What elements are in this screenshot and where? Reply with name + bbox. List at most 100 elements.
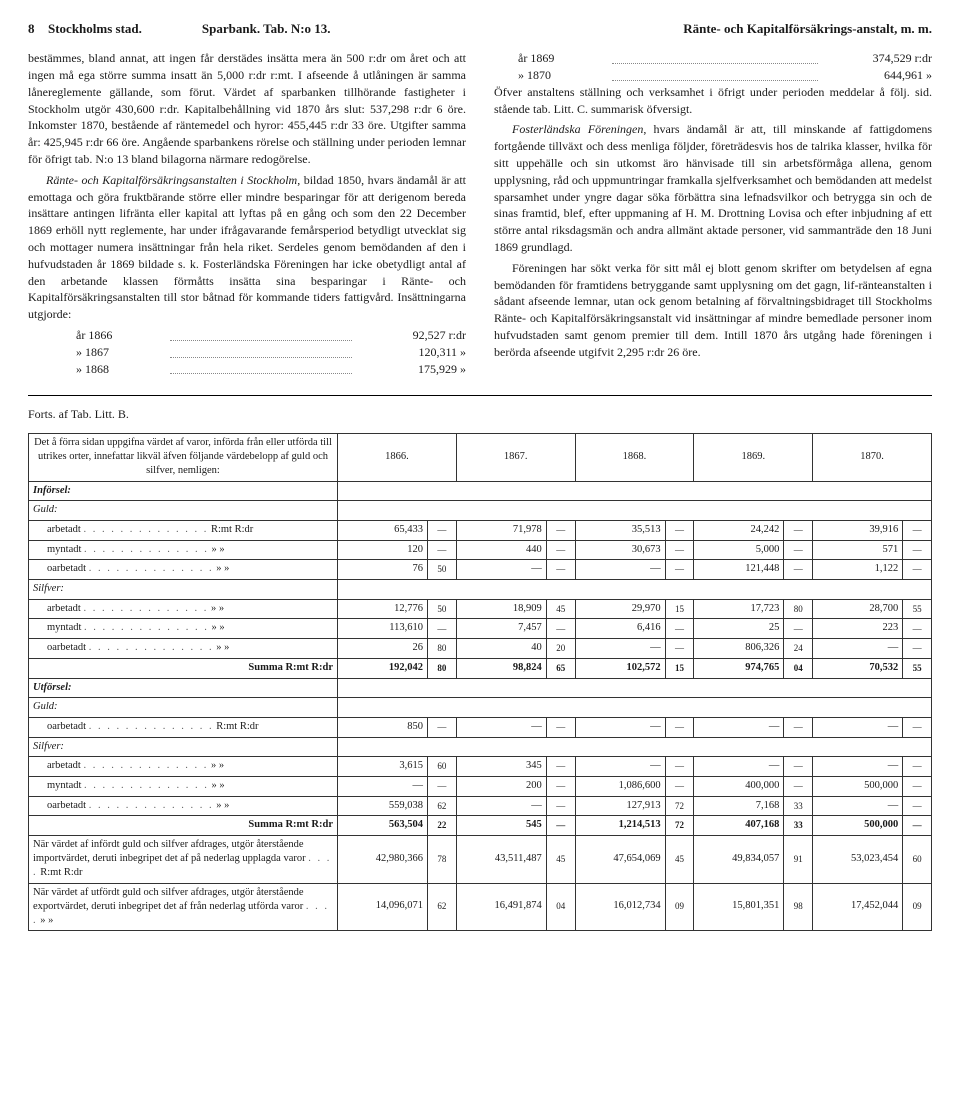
cell-main: — bbox=[813, 717, 903, 737]
body-columns: bestämmes, bland annat, att ingen får de… bbox=[28, 50, 932, 377]
cell-main: 6,416 bbox=[575, 619, 665, 639]
cell-main: 26 bbox=[338, 639, 428, 659]
year-row: år 1869374,529 r:dr bbox=[518, 50, 932, 67]
cell-sub: 72 bbox=[665, 816, 694, 836]
cell-sub: — bbox=[784, 560, 813, 580]
cell-main: — bbox=[813, 757, 903, 777]
cell-main: 571 bbox=[813, 540, 903, 560]
cell-sub: — bbox=[903, 521, 932, 541]
year-row: år 186692,527 r:dr bbox=[76, 327, 466, 344]
cell-sub: — bbox=[546, 521, 575, 541]
cell-sub: — bbox=[903, 717, 932, 737]
cell-main: 400,000 bbox=[694, 776, 784, 796]
table-head: Det å förra sidan uppgifna värdet af var… bbox=[29, 434, 932, 482]
row-label: arbetadt . . . . . . . . . . . . . . R:m… bbox=[29, 521, 338, 541]
year-label: » 1870 bbox=[518, 67, 608, 84]
year-row: » 1867120,311 » bbox=[76, 344, 466, 361]
right-p3: Föreningen har sökt verka för sitt mål e… bbox=[494, 260, 932, 361]
cell-sub: 78 bbox=[428, 836, 457, 884]
cell-sub: 15 bbox=[665, 658, 694, 678]
cell-main: 42,980,366 bbox=[338, 836, 428, 884]
cell-main: 200 bbox=[456, 776, 546, 796]
cell-main: 30,673 bbox=[575, 540, 665, 560]
cell-sub: — bbox=[665, 540, 694, 560]
cell-main: 39,916 bbox=[813, 521, 903, 541]
right-column: år 1869374,529 r:dr» 1870644,961 » Öfver… bbox=[494, 50, 932, 377]
cell-main: 17,723 bbox=[694, 599, 784, 619]
cell-sub: 20 bbox=[546, 639, 575, 659]
cell-sub: — bbox=[546, 776, 575, 796]
cell-sub: — bbox=[546, 560, 575, 580]
th-1868: 1868. bbox=[575, 434, 694, 482]
cell-main: — bbox=[813, 639, 903, 659]
cell-sub: 55 bbox=[903, 599, 932, 619]
cell-sub: 80 bbox=[428, 639, 457, 659]
cell-sub: 09 bbox=[665, 883, 694, 931]
row-label: oarbetadt . . . . . . . . . . . . . . R:… bbox=[29, 717, 338, 737]
cell-sub: — bbox=[665, 717, 694, 737]
right-year-list: år 1869374,529 r:dr» 1870 644,961 » bbox=[518, 50, 932, 84]
cell-main: 18,909 bbox=[456, 599, 546, 619]
table-continuation-label: Forts. af Tab. Litt. B. bbox=[28, 406, 932, 423]
cell-main: 40 bbox=[456, 639, 546, 659]
row-label: oarbetadt . . . . . . . . . . . . . . » … bbox=[29, 639, 338, 659]
cell-main: 1,086,600 bbox=[575, 776, 665, 796]
cell-main: 5,000 bbox=[694, 540, 784, 560]
cell-main: 3,615 bbox=[338, 757, 428, 777]
th-1867: 1867. bbox=[456, 434, 575, 482]
cell-main: 76 bbox=[338, 560, 428, 580]
row-label: myntadt . . . . . . . . . . . . . . » » bbox=[29, 540, 338, 560]
cell-main: 14,096,071 bbox=[338, 883, 428, 931]
cell-main: 545 bbox=[456, 816, 546, 836]
cell-sub: 09 bbox=[903, 883, 932, 931]
cell-main: 563,504 bbox=[338, 816, 428, 836]
year-value: 374,529 r:dr bbox=[822, 50, 932, 67]
cell-sub: — bbox=[903, 560, 932, 580]
row-label: myntadt . . . . . . . . . . . . . . » » bbox=[29, 776, 338, 796]
cell-sub: — bbox=[903, 540, 932, 560]
left-p2: Ränte- och Kapitalförsäkringsanstalten i… bbox=[28, 172, 466, 323]
cell-main: 49,834,057 bbox=[694, 836, 784, 884]
cell-main: 102,572 bbox=[575, 658, 665, 678]
cell-sub: 80 bbox=[428, 658, 457, 678]
th-1869: 1869. bbox=[694, 434, 813, 482]
separator bbox=[28, 395, 932, 396]
year-label: år 1866 bbox=[76, 327, 166, 344]
cell-sub: 22 bbox=[428, 816, 457, 836]
cell-sub: — bbox=[546, 816, 575, 836]
year-row: » 1868175,929 » bbox=[76, 361, 466, 378]
cell-main: 1,122 bbox=[813, 560, 903, 580]
cell-sub: — bbox=[428, 717, 457, 737]
right-p2-emph: Fosterländska Föreningen bbox=[512, 122, 643, 136]
cell-main: — bbox=[694, 717, 784, 737]
forts-text: Forts. af Tab. Litt. B. bbox=[28, 407, 129, 421]
cell-sub: 72 bbox=[665, 796, 694, 816]
year-value: 644,961 » bbox=[822, 67, 932, 84]
cell-main: 16,012,734 bbox=[575, 883, 665, 931]
data-table: Det å förra sidan uppgifna värdet af var… bbox=[28, 433, 932, 931]
cell-sub: 60 bbox=[903, 836, 932, 884]
cell-sub: — bbox=[546, 717, 575, 737]
year-label: » 1867 bbox=[76, 344, 166, 361]
left-p2-body: , bildad 1850, hvars ändamål är att emot… bbox=[28, 173, 466, 321]
cell-main: 500,000 bbox=[813, 776, 903, 796]
cell-sub: — bbox=[665, 521, 694, 541]
header-center: Sparbank. Tab. N:o 13. bbox=[142, 20, 683, 38]
cell-main: 223 bbox=[813, 619, 903, 639]
cell-main: 850 bbox=[338, 717, 428, 737]
cell-sub: 62 bbox=[428, 883, 457, 931]
cell-main: — bbox=[813, 796, 903, 816]
cell-main: — bbox=[456, 796, 546, 816]
cell-sub: 60 bbox=[428, 757, 457, 777]
cell-main: 500,000 bbox=[813, 816, 903, 836]
group-title: Guld: bbox=[29, 501, 338, 521]
header-right: Ränte- och Kapitalförsäkrings-anstalt, m… bbox=[683, 20, 932, 38]
header-left: Stockholms stad. bbox=[48, 20, 142, 38]
cell-main: — bbox=[338, 776, 428, 796]
group-title: Silfver: bbox=[29, 580, 338, 600]
cell-main: — bbox=[575, 560, 665, 580]
cell-sub: 33 bbox=[784, 796, 813, 816]
footer-row-label: När värdet af infördt guld och silfver a… bbox=[29, 836, 338, 884]
desc-header: Det å förra sidan uppgifna värdet af var… bbox=[29, 434, 338, 482]
right-p2: Fosterländska Föreningen, hvars ändamål … bbox=[494, 121, 932, 255]
